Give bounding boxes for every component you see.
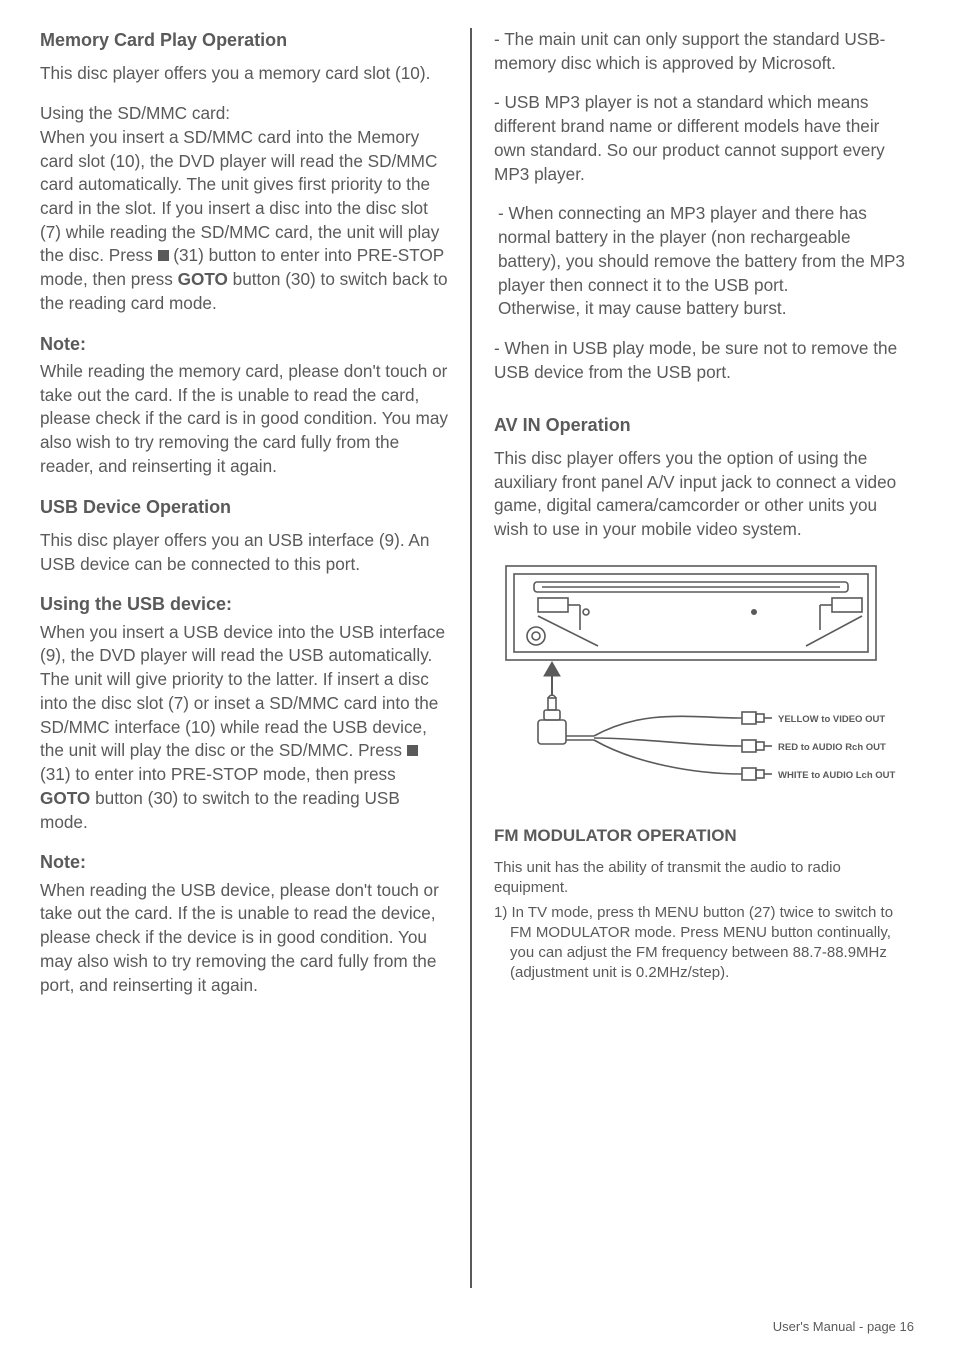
av-diagram: YELLOW to VIDEO OUT RED to AUDIO Rch OUT… (494, 558, 912, 803)
usb-body-a: When you insert a USB device into the US… (40, 622, 445, 666)
note-heading-2: Note: (40, 850, 448, 874)
para-usb-intro: This disc player offers you an USB inter… (40, 529, 448, 576)
para-usb-note-2: - USB MP3 player is not a standard which… (494, 91, 912, 186)
usb-note-3a: - When connecting an MP3 player and ther… (498, 203, 905, 294)
heading-usb-device: Using the USB device: (40, 592, 448, 616)
para-usb-note-4: - When in USB play mode, be sure not to … (494, 337, 912, 384)
para-sdmmc: Using the SD/MMC card: When you insert a… (40, 102, 448, 316)
para-usb-note-1: - The main unit can only support the sta… (494, 28, 912, 75)
usb-note-3b: Otherwise, it may cause battery burst. (498, 298, 786, 318)
heading-fm: FM MODULATOR OPERATION (494, 825, 912, 848)
page-footer: User's Manual - page 16 (773, 1319, 914, 1334)
diag-label-red: RED to AUDIO Rch OUT (778, 742, 886, 753)
diag-label-white: WHITE to AUDIO Lch OUT (778, 770, 896, 781)
usb-body-b: The unit will give priority to the latte… (40, 669, 438, 760)
note-body-2: When reading the USB device, please don'… (40, 879, 448, 998)
para-usb-note-3: - When connecting an MP3 player and ther… (494, 202, 912, 321)
fm-step-1: 1) In TV mode, press th MENU button (27)… (510, 903, 912, 982)
fm-intro: This unit has the ability of transmit th… (494, 858, 912, 898)
right-column: - The main unit can only support the sta… (472, 28, 912, 1288)
heading-av-in: AV IN Operation (494, 413, 912, 437)
heading-memory-card: Memory Card Play Operation (40, 28, 448, 52)
heading-usb: USB Device Operation (40, 495, 448, 519)
usb-body-c: (31) to enter into PRE-STOP mode, then p… (40, 764, 396, 784)
left-column: Memory Card Play Operation This disc pla… (40, 28, 470, 1288)
av-diagram-svg: YELLOW to VIDEO OUT RED to AUDIO Rch OUT… (494, 558, 902, 798)
para-usb-body: When you insert a USB device into the US… (40, 621, 448, 835)
para-av-in: This disc player offers you the option o… (494, 447, 912, 542)
diag-label-yellow: YELLOW to VIDEO OUT (778, 714, 885, 725)
page: Memory Card Play Operation This disc pla… (0, 0, 954, 1352)
note-body-1: While reading the memory card, please do… (40, 360, 448, 479)
goto-label-2: GOTO (40, 788, 90, 808)
usb-body-d: button (30) to switch to the reading USB… (40, 788, 400, 832)
goto-label: GOTO (178, 269, 228, 289)
para-memory-intro: This disc player offers you a memory car… (40, 62, 448, 86)
sdmmc-subhead: Using the SD/MMC card: (40, 103, 230, 123)
note-heading-1: Note: (40, 332, 448, 356)
stop-icon (158, 250, 169, 261)
columns: Memory Card Play Operation This disc pla… (40, 28, 914, 1288)
stop-icon (407, 745, 418, 756)
